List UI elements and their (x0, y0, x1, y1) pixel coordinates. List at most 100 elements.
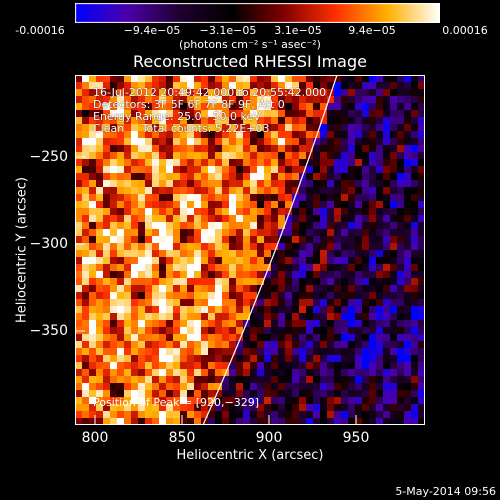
image-cell (201, 82, 209, 90)
image-cell (222, 278, 230, 286)
image-cell (306, 229, 314, 237)
image-cell (166, 299, 174, 307)
image-cell (96, 110, 104, 118)
image-cell (313, 75, 321, 83)
image-cell (278, 313, 286, 321)
image-cell (131, 376, 139, 384)
image-cell (348, 159, 356, 167)
image-cell (285, 96, 293, 104)
image-cell (89, 96, 97, 104)
image-cell (159, 327, 167, 335)
image-cell (117, 75, 125, 83)
image-cell (152, 159, 160, 167)
image-cell (236, 124, 244, 132)
image-cell (110, 411, 118, 419)
image-cell (124, 334, 132, 342)
image-cell (138, 229, 146, 237)
image-cell (236, 187, 244, 195)
image-cell (180, 103, 188, 111)
image-cell (145, 229, 153, 237)
image-cell (320, 320, 328, 328)
image-cell (397, 257, 405, 265)
image-cell (341, 285, 349, 293)
image-cell (334, 131, 342, 139)
image-cell (390, 194, 398, 202)
image-cell (110, 404, 118, 412)
image-cell (334, 362, 342, 370)
image-cell (348, 278, 356, 286)
image-cell (383, 208, 391, 216)
image-cell (376, 334, 384, 342)
image-cell (236, 145, 244, 153)
image-cell (411, 222, 419, 230)
image-cell (180, 75, 188, 83)
image-cell (82, 117, 90, 125)
image-cell (222, 313, 230, 321)
image-cell (152, 96, 160, 104)
image-cell (159, 362, 167, 370)
image-cell (369, 418, 377, 425)
image-cell (313, 411, 321, 419)
image-cell (187, 117, 195, 125)
image-cell (376, 411, 384, 419)
image-cell (236, 173, 244, 181)
image-cell (292, 390, 300, 398)
image-cell (159, 215, 167, 223)
image-cell (145, 180, 153, 188)
image-cell (327, 194, 335, 202)
image-cell (397, 229, 405, 237)
image-cell (348, 264, 356, 272)
image-cell (327, 166, 335, 174)
image-cell (369, 404, 377, 412)
image-cell (187, 390, 195, 398)
image-cell (208, 222, 216, 230)
image-cell (180, 411, 188, 419)
image-cell (362, 313, 370, 321)
image-cell (103, 320, 111, 328)
image-cell (257, 173, 265, 181)
image-cell (327, 397, 335, 405)
image-cell (117, 166, 125, 174)
image-cell (404, 362, 412, 370)
image-cell (82, 320, 90, 328)
image-cell (96, 215, 104, 223)
image-cell (292, 278, 300, 286)
image-cell (215, 348, 223, 356)
image-cell (124, 369, 132, 377)
image-cell (110, 376, 118, 384)
image-cell (152, 348, 160, 356)
image-cell (271, 306, 279, 314)
image-cell (131, 103, 139, 111)
image-cell (257, 208, 265, 216)
image-cell (166, 173, 174, 181)
image-cell (390, 145, 398, 153)
image-cell (271, 124, 279, 132)
image-cell (327, 264, 335, 272)
image-cell (236, 271, 244, 279)
image-cell (82, 348, 90, 356)
image-cell (418, 180, 425, 188)
image-cell (299, 397, 307, 405)
image-cell (306, 201, 314, 209)
image-cell (208, 117, 216, 125)
image-cell (138, 159, 146, 167)
image-cell (404, 110, 412, 118)
image-cell (159, 376, 167, 384)
image-cell (292, 355, 300, 363)
image-cell (341, 173, 349, 181)
image-cell (250, 320, 258, 328)
image-cell (215, 131, 223, 139)
image-cell (201, 257, 209, 265)
image-cell (243, 117, 251, 125)
image-cell (306, 418, 314, 425)
image-cell (145, 411, 153, 419)
image-cell (362, 159, 370, 167)
image-cell (327, 341, 335, 349)
image-cell (236, 418, 244, 425)
image-cell (285, 355, 293, 363)
image-cell (166, 89, 174, 97)
image-cell (327, 404, 335, 412)
image-cell (96, 271, 104, 279)
image-cell (299, 159, 307, 167)
image-cell (397, 362, 405, 370)
